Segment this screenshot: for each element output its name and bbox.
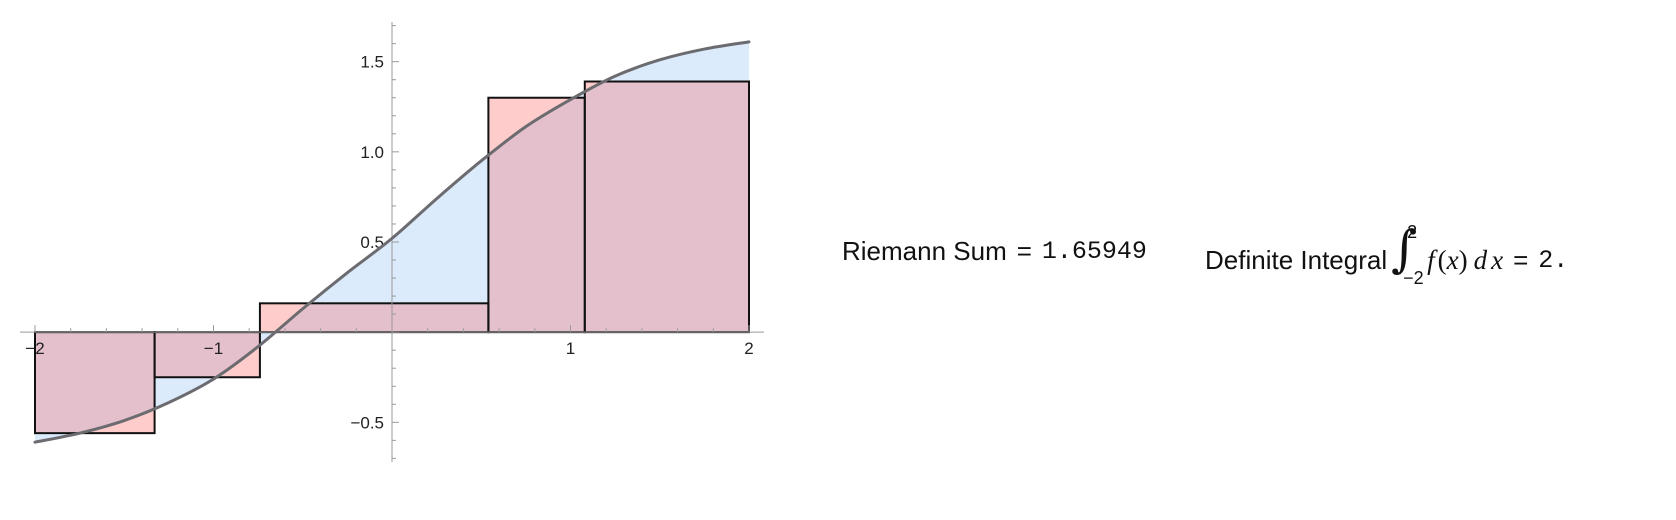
integrand-paren-open: ( [1437, 244, 1447, 275]
differential-x: x [1491, 244, 1504, 275]
axes-layer: −2 −1 1 2 −0.5 0.5 1.0 1.5 [20, 22, 764, 462]
riemann-chart: −2 −1 1 2 −0.5 0.5 1.0 1.5 [20, 22, 764, 462]
integrand-paren-close: ) [1458, 244, 1468, 275]
riemann-rect-5-overlap [584, 81, 749, 333]
integral-lower-bound: −2 [1403, 268, 1424, 288]
definite-integral-readout: Definite Integral ∫ 2 −2 f ( x ) d x = 2… [1205, 222, 1569, 288]
x-tick-label-3: 1 [566, 339, 575, 358]
x-tick-label-2: −1 [204, 339, 223, 358]
y-tick-label-1: −0.5 [350, 413, 384, 432]
riemann-rectangles-layer [34, 80, 751, 435]
integrand-variable: x [1446, 244, 1459, 275]
integral-upper-bound: 2 [1407, 222, 1418, 242]
x-tick-label-1: −2 [25, 339, 44, 358]
integral-value: 2. [1538, 245, 1569, 275]
integrand-function: f [1427, 244, 1435, 275]
integral-equals: = [1513, 244, 1529, 275]
y-tick-label-2: 0.5 [360, 233, 384, 252]
curve-layer [33, 40, 751, 444]
differential-d: d [1473, 244, 1488, 275]
riemann-sum-value: 1.65949 [1041, 237, 1147, 266]
y-tick-label-4: 1.5 [360, 53, 384, 72]
function-curve [33, 40, 751, 444]
definite-integral-label: Definite Integral [1205, 244, 1388, 275]
riemann-sum-label: Riemann Sum [842, 236, 1007, 266]
riemann-sum-equals: = [1016, 236, 1032, 266]
riemann-sum-readout: Riemann Sum = 1.65949 [842, 236, 1147, 267]
integral-sign-icon: ∫ 2 −2 [1391, 222, 1424, 288]
y-tick-label-3: 1.0 [360, 143, 384, 162]
x-tick-label-4: 2 [744, 339, 753, 358]
integral-symbol: ∫ [1391, 220, 1418, 278]
